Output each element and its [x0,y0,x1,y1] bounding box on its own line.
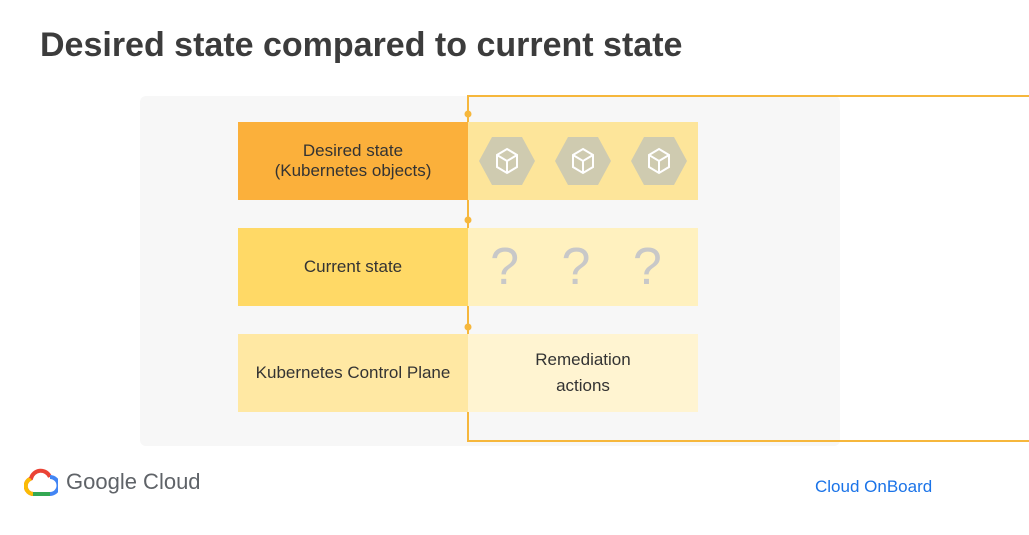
cloud-onboard-label: Cloud OnBoard [815,477,933,496]
control-plane-label: Kubernetes Control Plane [238,334,468,412]
current-state-label-text: Current state [303,257,403,276]
desired-state-label: Desired state (Kubernetes objects) [238,122,468,200]
desired-state-label-line2: (Kubernetes objects) [274,161,432,180]
remediation-actions-line1: Remediation [535,350,631,369]
remediation-actions-line2: actions [556,376,610,395]
current-state-label: Current state [238,228,468,306]
google-cloud-logo: Google Cloud [24,468,201,496]
slide-title: Desired state compared to current state [40,26,683,64]
control-plane-label-text: Kubernetes Control Plane [255,363,451,382]
question-marks: ? ? ? [490,238,676,296]
desired-state-label-line1: Desired state [302,141,404,160]
current-state-unknown: ? ? ? [468,228,698,306]
google-cloud-wordmark: Google Cloud [66,469,201,494]
google-cloud-icon [24,468,58,496]
kubernetes-object-icon [555,137,611,185]
desired-state-objects [468,122,698,200]
remediation-actions: Remediation actions [468,334,698,412]
kubernetes-object-icon [479,137,535,185]
kubernetes-object-icon [631,137,687,185]
